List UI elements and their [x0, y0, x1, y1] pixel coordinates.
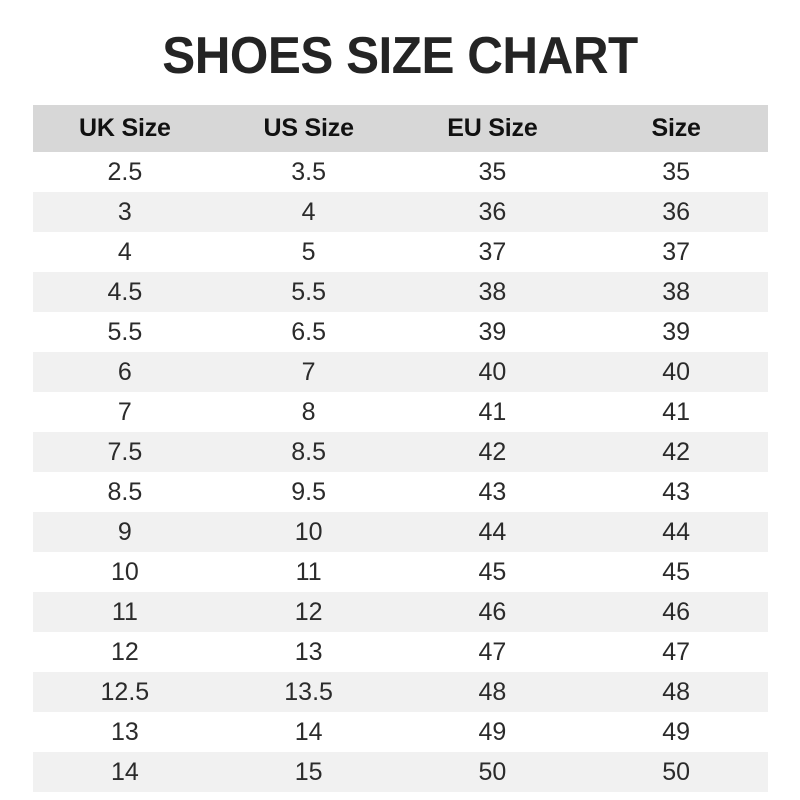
- column-header-eu-size: EU Size: [400, 105, 585, 152]
- cell-size: 44: [584, 512, 768, 552]
- table-row: 6 7 40 40: [33, 352, 768, 392]
- cell-uk-size: 4.5: [33, 272, 217, 312]
- cell-size: 50: [584, 752, 768, 792]
- cell-eu-size: 41: [400, 392, 585, 432]
- cell-uk-size: 5.5: [33, 312, 217, 352]
- cell-us-size: 5: [216, 232, 401, 272]
- cell-size: 45: [584, 552, 768, 592]
- table-header: UK Size US Size EU Size Size: [33, 105, 768, 152]
- cell-size: 47: [584, 632, 768, 672]
- cell-uk-size: 6: [33, 352, 217, 392]
- cell-us-size: 6.5: [216, 312, 401, 352]
- cell-eu-size: 39: [400, 312, 585, 352]
- cell-us-size: 3.5: [216, 152, 401, 192]
- table-row: 13 14 49 49: [33, 712, 768, 752]
- cell-eu-size: 47: [400, 632, 585, 672]
- cell-eu-size: 45: [400, 552, 585, 592]
- table-row: 4.5 5.5 38 38: [33, 272, 768, 312]
- table-row: 5.5 6.5 39 39: [33, 312, 768, 352]
- table-row: 4 5 37 37: [33, 232, 768, 272]
- cell-eu-size: 46: [400, 592, 585, 632]
- cell-uk-size: 9: [33, 512, 217, 552]
- table-row: 7 8 41 41: [33, 392, 768, 432]
- cell-eu-size: 37: [400, 232, 585, 272]
- cell-eu-size: 40: [400, 352, 585, 392]
- cell-us-size: 11: [216, 552, 401, 592]
- table-row: 9 10 44 44: [33, 512, 768, 552]
- cell-uk-size: 4: [33, 232, 217, 272]
- cell-us-size: 7: [216, 352, 401, 392]
- cell-eu-size: 42: [400, 432, 585, 472]
- column-header-us-size: US Size: [216, 105, 401, 152]
- cell-us-size: 8.5: [216, 432, 401, 472]
- table-row: 12 13 47 47: [33, 632, 768, 672]
- cell-uk-size: 3: [33, 192, 217, 232]
- cell-size: 35: [584, 152, 768, 192]
- cell-uk-size: 7.5: [33, 432, 217, 472]
- cell-size: 46: [584, 592, 768, 632]
- cell-uk-size: 10: [33, 552, 217, 592]
- cell-eu-size: 48: [400, 672, 585, 712]
- cell-us-size: 13: [216, 632, 401, 672]
- cell-eu-size: 38: [400, 272, 585, 312]
- cell-size: 48: [584, 672, 768, 712]
- cell-size: 36: [584, 192, 768, 232]
- table-body: 2.5 3.5 35 35 3 4 36 36 4 5 37 37 4.5 5.…: [33, 152, 768, 792]
- cell-uk-size: 2.5: [33, 152, 217, 192]
- table-row: 7.5 8.5 42 42: [33, 432, 768, 472]
- cell-uk-size: 14: [33, 752, 217, 792]
- cell-size: 37: [584, 232, 768, 272]
- column-header-uk-size: UK Size: [33, 105, 217, 152]
- cell-size: 42: [584, 432, 768, 472]
- table-row: 8.5 9.5 43 43: [33, 472, 768, 512]
- cell-eu-size: 49: [400, 712, 585, 752]
- cell-size: 43: [584, 472, 768, 512]
- cell-size: 41: [584, 392, 768, 432]
- table-row: 2.5 3.5 35 35: [33, 152, 768, 192]
- cell-us-size: 13.5: [216, 672, 401, 712]
- cell-eu-size: 44: [400, 512, 585, 552]
- page-title: SHOES SIZE CHART: [162, 27, 638, 85]
- cell-size: 39: [584, 312, 768, 352]
- cell-uk-size: 7: [33, 392, 217, 432]
- cell-us-size: 14: [216, 712, 401, 752]
- cell-uk-size: 12: [33, 632, 217, 672]
- cell-eu-size: 50: [400, 752, 585, 792]
- cell-eu-size: 35: [400, 152, 585, 192]
- cell-us-size: 8: [216, 392, 401, 432]
- cell-us-size: 5.5: [216, 272, 401, 312]
- cell-size: 40: [584, 352, 768, 392]
- table-row: 11 12 46 46: [33, 592, 768, 632]
- shoe-size-table: UK Size US Size EU Size Size 2.5 3.5 35 …: [33, 105, 768, 792]
- cell-us-size: 10: [216, 512, 401, 552]
- cell-size: 49: [584, 712, 768, 752]
- cell-us-size: 12: [216, 592, 401, 632]
- table-header-row: UK Size US Size EU Size Size: [33, 105, 768, 152]
- cell-uk-size: 12.5: [33, 672, 217, 712]
- cell-us-size: 4: [216, 192, 401, 232]
- table-row: 10 11 45 45: [33, 552, 768, 592]
- cell-uk-size: 8.5: [33, 472, 217, 512]
- cell-uk-size: 13: [33, 712, 217, 752]
- cell-size: 38: [584, 272, 768, 312]
- table-row: 3 4 36 36: [33, 192, 768, 232]
- cell-eu-size: 43: [400, 472, 585, 512]
- cell-us-size: 15: [216, 752, 401, 792]
- cell-eu-size: 36: [400, 192, 585, 232]
- cell-us-size: 9.5: [216, 472, 401, 512]
- table-row: 14 15 50 50: [33, 752, 768, 792]
- cell-uk-size: 11: [33, 592, 217, 632]
- table-row: 12.5 13.5 48 48: [33, 672, 768, 712]
- column-header-size: Size: [584, 105, 768, 152]
